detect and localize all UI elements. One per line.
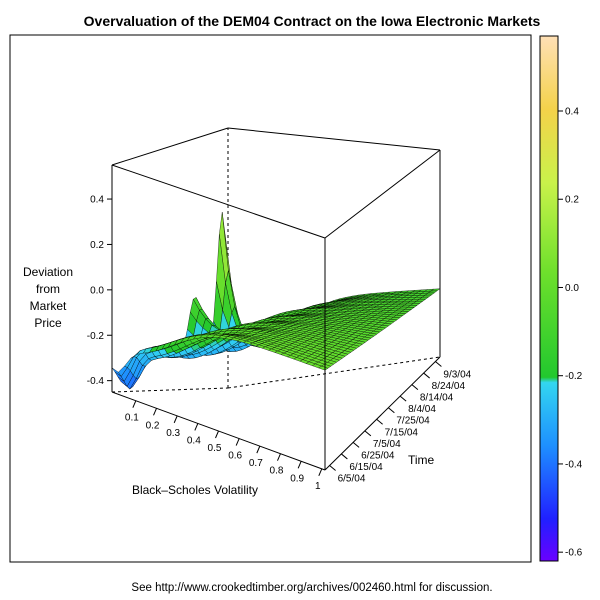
x-tick-mark <box>235 438 240 446</box>
x-tick-label: 0.5 <box>208 443 222 454</box>
y-tick-mark <box>341 453 348 460</box>
z-axis-label-line-1: Deviation <box>23 265 73 279</box>
x-tick-label: 0.1 <box>125 413 139 424</box>
y-tick-mark <box>423 372 430 379</box>
footer-note: See http://www.crookedtimber.org/archive… <box>131 582 492 594</box>
x-tick-mark <box>173 415 178 424</box>
x-tick-mark <box>215 430 219 439</box>
color-key-tick-label: -0.4 <box>565 459 583 470</box>
y-tick-label: 8/4/04 <box>408 404 436 415</box>
color-key-tick-label: -0.2 <box>565 371 583 382</box>
chart-title: Overvaluation of the DEM04 Contract on t… <box>84 13 541 29</box>
x-tick-mark <box>132 400 137 408</box>
x-tick-label: 0.4 <box>187 435 201 446</box>
box-edge-front-top <box>111 164 326 239</box>
z-tick-label: -0.2 <box>87 331 105 342</box>
y-tick-label: 9/3/04 <box>443 370 471 381</box>
box-edge-back-top <box>227 127 441 151</box>
y-tick-mark <box>435 361 442 367</box>
z-axis-label-line-3: Market <box>30 299 67 313</box>
y-tick-mark <box>329 465 336 471</box>
y-tick-label: 8/24/04 <box>432 381 466 392</box>
x-tick-mark <box>194 423 199 431</box>
x-tick-mark <box>153 408 157 416</box>
color-key-bar <box>539 35 559 562</box>
y-tick-mark <box>352 441 360 448</box>
color-key-tick-label: 0.0 <box>565 283 579 294</box>
x-tick-label: 1 <box>315 481 321 492</box>
x-tick-label: 0.6 <box>228 451 242 462</box>
color-key-ticks: 0.4 0.2 0.0 -0.2 -0.4 -0.6 <box>558 107 583 559</box>
y-tick-mark <box>364 430 372 437</box>
z-tick-label: 0.2 <box>90 240 104 251</box>
x-tick-mark <box>318 468 323 477</box>
z-axis-label-line-4: Price <box>34 316 62 330</box>
y-tick-label: 6/25/04 <box>361 450 395 461</box>
x-tick-label: 0.2 <box>146 420 160 431</box>
surface-facet <box>318 365 329 371</box>
box-edge-left-bottom <box>111 387 229 393</box>
y-tick-mark <box>388 407 395 414</box>
y-tick-mark <box>411 384 419 391</box>
axes: 0.4 0.2 0.0 -0.2 -0.4 0.1 0.2 0.3 0.4 0.5 0.6 0.7 0.… <box>87 195 472 492</box>
y-tick-label: 7/5/04 <box>373 439 401 450</box>
x-axis-label: Black–Scholes Volatility <box>132 483 258 497</box>
x-tick-label: 0.7 <box>249 458 263 469</box>
y-tick-mark <box>376 418 383 425</box>
panel-frame <box>9 34 532 563</box>
color-key-tick-label: 0.4 <box>565 107 579 118</box>
x-tick-mark <box>256 445 261 454</box>
x-tick-label: 0.3 <box>166 428 180 439</box>
y-tick-label: 8/14/04 <box>420 393 454 404</box>
z-tick-label: 0.0 <box>90 285 104 296</box>
x-tick-label: 0.9 <box>290 473 304 484</box>
z-tick-label: 0.4 <box>90 195 104 206</box>
x-tick-label: 0.8 <box>270 466 284 477</box>
y-tick-label: 7/15/04 <box>385 427 419 438</box>
z-tick-label: -0.4 <box>87 376 105 387</box>
z-axis-label-line-2: from <box>36 282 60 296</box>
box-edge-right-bottom <box>324 356 441 471</box>
y-tick-label: 6/5/04 <box>338 473 366 484</box>
y-tick-label: 6/15/04 <box>349 462 383 473</box>
y-tick-mark <box>399 395 407 402</box>
x-tick-mark <box>297 461 302 469</box>
color-key-tick-label: -0.6 <box>565 548 583 559</box>
y-axis-label: Time <box>408 453 435 467</box>
box-edge-right-top <box>324 149 441 239</box>
x-tick-mark <box>277 453 281 461</box>
y-tick-label: 7/25/04 <box>396 416 430 427</box>
box-edge-left-top <box>111 127 229 166</box>
surface <box>111 211 441 390</box>
color-key-tick-label: 0.2 <box>565 195 579 206</box>
